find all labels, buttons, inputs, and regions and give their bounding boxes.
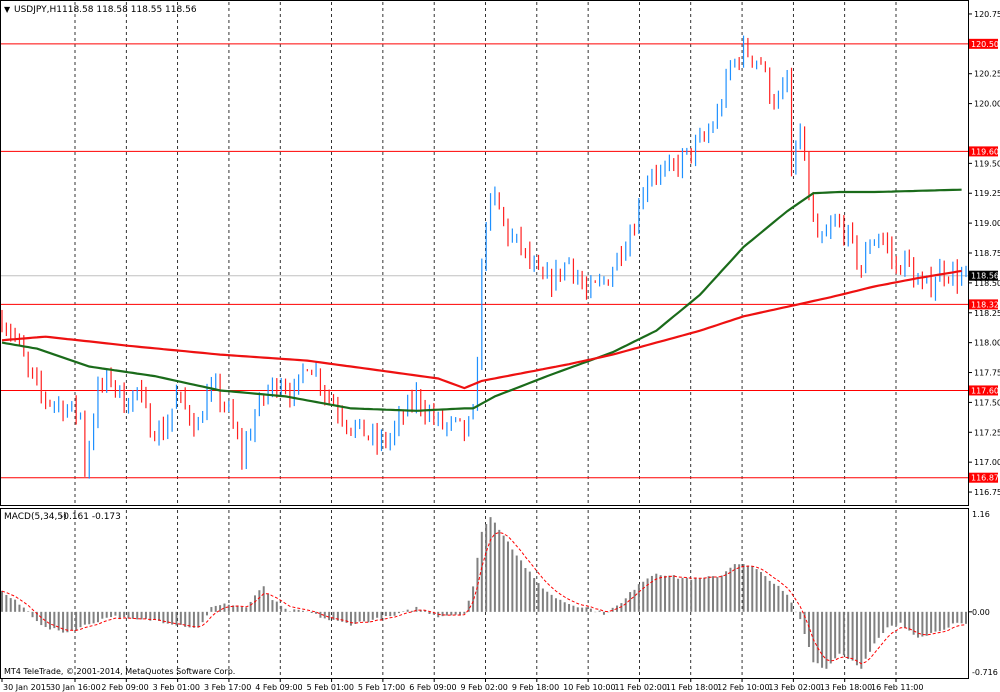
macd-signal-line — [1, 531, 967, 665]
ma-fast-line — [1, 188, 962, 412]
level-label: 117.60 — [971, 386, 999, 395]
symbol-dropdown-icon[interactable]: ▼ — [4, 5, 11, 14]
level-label-box — [969, 146, 998, 157]
copyright-text: MT4 TeleTrade, © 2001-2014, MetaQuotes S… — [4, 667, 235, 676]
price-tick-label: 117.75 — [974, 369, 1000, 378]
price-tick-label: 118.00 — [974, 339, 1000, 348]
time-tick-label: 13 Feb 18:00 — [820, 683, 872, 692]
price-tick-label: 120.75 — [974, 10, 1000, 19]
time-tick-label: 3 Feb 17:00 — [204, 683, 251, 692]
time-tick-label: 30 Jan 2015 — [3, 683, 51, 692]
price-tick-label: 117.25 — [974, 428, 1000, 437]
level-label-box — [969, 385, 998, 396]
level-label-box — [969, 299, 998, 310]
current-price-label: 118.56 — [971, 272, 999, 281]
price-tick-label: 118.50 — [974, 279, 1000, 288]
time-axis: 30 Jan 2015 30 Jan 16:00 2 Feb 09:00 3 Feb … — [1, 678, 923, 692]
ohlc-values: 118.58 118.58 118.55 118.56 — [62, 5, 197, 15]
price-tick-label: 119.00 — [974, 219, 1000, 228]
level-lines: 120.50 119.60 118.32 117.60 116.87 — [1, 38, 999, 483]
price-axis: 120.75 120.25 120.00 119.50 119.25 119.00 118.… — [968, 10, 1000, 497]
macd-label: MACD(5,34,5) — [4, 512, 67, 522]
price-tick-label: 120.25 — [974, 70, 1000, 79]
time-tick-label: 4 Feb 09:00 — [255, 683, 302, 692]
current-price-line: 118.56 — [1, 270, 999, 281]
level-label: 118.32 — [971, 300, 999, 309]
time-tick-label: 2 Feb 09:00 — [101, 683, 148, 692]
time-tick-label: 5 Feb 01:00 — [307, 683, 354, 692]
symbol-label: USDJPY,H1 — [14, 5, 62, 15]
price-tick-label: 118.25 — [974, 309, 1000, 318]
price-tick-label: 116.75 — [974, 488, 1000, 497]
time-tick-label: 9 Feb 02:00 — [461, 683, 508, 692]
macd-values: -0.161 -0.173 — [60, 512, 121, 522]
level-label: 116.87 — [971, 474, 999, 483]
level-label: 119.60 — [971, 147, 999, 156]
ma-slow-line — [1, 269, 962, 390]
macd-histogram — [1, 517, 972, 669]
macd-axis-bottom: -0.716 — [972, 668, 998, 677]
price-tick-label: 120.00 — [974, 100, 1000, 109]
level-label-box — [969, 38, 998, 49]
price-tick-label: 119.25 — [974, 189, 1000, 198]
macd-axis-zero: 0.00 — [972, 608, 990, 617]
time-tick-label: 11 Feb 18:00 — [666, 683, 718, 692]
price-tick-label: 119.50 — [974, 159, 1000, 168]
level-label-box — [969, 472, 998, 483]
time-tick-label: 13 Feb 02:00 — [768, 683, 820, 692]
time-tick-label: 12 Feb 10:00 — [717, 683, 769, 692]
macd-pane — [0, 508, 969, 679]
time-tick-label: 3 Feb 01:00 — [153, 683, 200, 692]
price-tick-label: 118.75 — [974, 249, 1000, 258]
price-tick-label: 117.00 — [974, 458, 1000, 467]
time-tick-label: 6 Feb 09:00 — [409, 683, 456, 692]
level-label: 120.50 — [971, 40, 999, 49]
time-tick-label: 9 Feb 18:00 — [512, 683, 559, 692]
moving-averages — [1, 188, 962, 412]
price-pane — [0, 0, 969, 506]
time-tick-label: 10 Feb 10:00 — [563, 683, 615, 692]
time-tick-label: 11 Feb 02:00 — [614, 683, 666, 692]
price-tick-label: 117.50 — [974, 398, 1000, 407]
current-price-box — [969, 270, 998, 281]
time-tick-label: 30 Jan 16:00 — [50, 683, 101, 692]
macd-axis-top: 1.16 — [972, 510, 990, 519]
time-tick-label: 16 Feb 11:00 — [871, 683, 923, 692]
candles — [1, 35, 967, 479]
time-tick-label: 5 Feb 17:00 — [358, 683, 405, 692]
